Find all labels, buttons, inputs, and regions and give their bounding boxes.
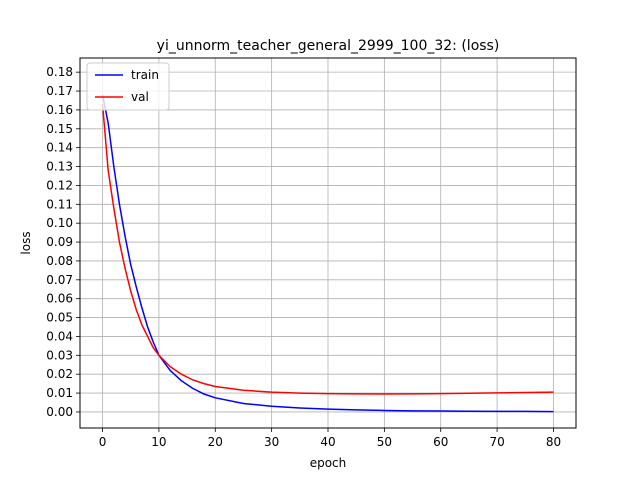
- x-axis-label: epoch: [310, 456, 347, 470]
- y-ticks: 0.00 0.01 0.02 0.03 0.04 0.05 0.06 0.07 0.08 0.09…: [46, 65, 80, 419]
- x-tick-label: 20: [208, 435, 223, 449]
- y-tick-label: 0.02: [46, 367, 73, 381]
- y-axis-label: loss: [19, 231, 33, 254]
- x-tick-label: 30: [264, 435, 279, 449]
- y-tick-label: 0.16: [46, 103, 73, 117]
- y-tick-label: 0.01: [46, 386, 73, 400]
- x-tick-label: 50: [377, 435, 392, 449]
- series-line-val: [101, 104, 554, 395]
- x-ticks: 0 10 20 30 40 50 60 70 80: [99, 428, 561, 449]
- y-tick-label: 0.08: [46, 254, 73, 268]
- x-tick-label: 60: [433, 435, 448, 449]
- y-tick-label: 0.17: [46, 84, 73, 98]
- x-tick-label: 80: [546, 435, 561, 449]
- legend-label-val: val: [131, 90, 149, 104]
- legend: train val: [86, 62, 170, 111]
- x-tick-label: 10: [151, 435, 166, 449]
- y-tick-label: 0.11: [46, 197, 73, 211]
- y-tick-label: 0.03: [46, 348, 73, 362]
- y-tick-label: 0.15: [46, 122, 73, 136]
- y-tick-label: 0.04: [46, 329, 73, 343]
- legend-label-train: train: [131, 68, 159, 82]
- y-tick-label: 0.13: [46, 160, 73, 174]
- y-tick-label: 0.05: [46, 311, 73, 325]
- y-tick-label: 0.06: [46, 292, 73, 306]
- x-tick-label: 40: [320, 435, 335, 449]
- y-tick-label: 0.14: [46, 141, 73, 155]
- y-tick-label: 0.10: [46, 216, 73, 230]
- y-tick-label: 0.18: [46, 65, 73, 79]
- y-tick-label: 0.09: [46, 235, 73, 249]
- chart-title: yi_unnorm_teacher_general_2999_100_32: (…: [157, 38, 500, 54]
- y-tick-label: 0.07: [46, 273, 73, 287]
- series-line-train: [101, 94, 554, 413]
- x-tick-label: 0: [99, 435, 107, 449]
- y-tick-label: 0.00: [46, 405, 73, 419]
- series-lines: [101, 94, 554, 413]
- y-tick-label: 0.12: [46, 178, 73, 192]
- x-tick-label: 70: [489, 435, 504, 449]
